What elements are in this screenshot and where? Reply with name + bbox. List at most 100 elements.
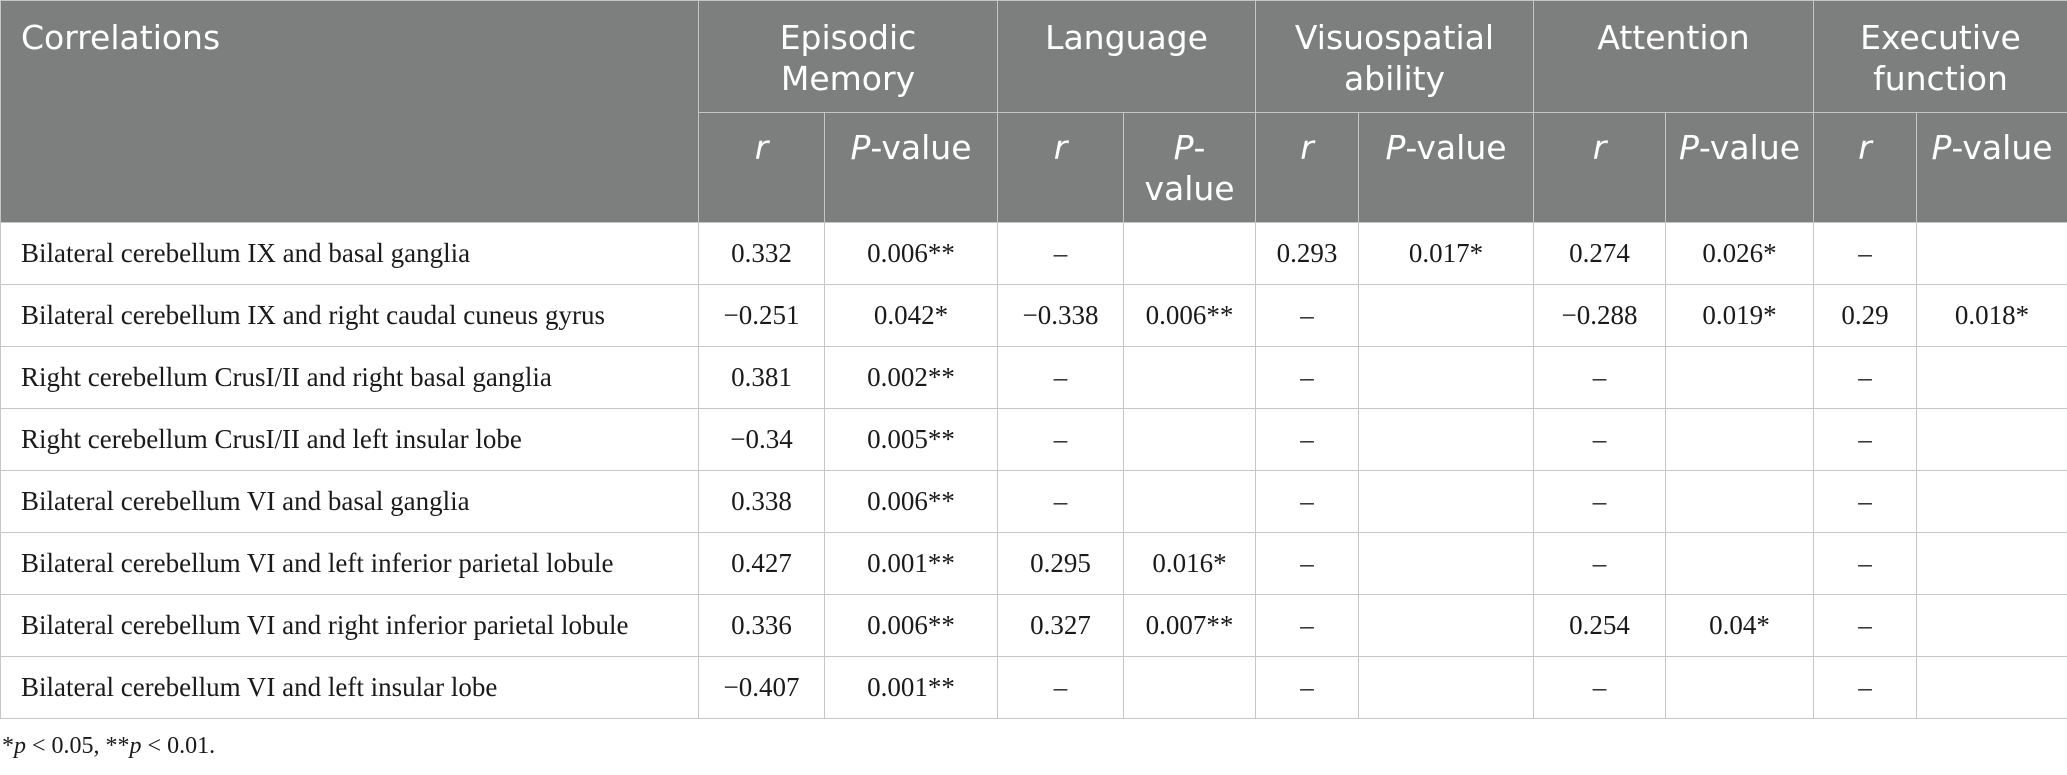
cell — [1122, 470, 1257, 533]
cell: – — [1813, 470, 1918, 533]
cell: – — [1255, 656, 1360, 719]
cell: 0.002** — [824, 346, 998, 409]
cell: – — [1813, 408, 1918, 471]
cell — [1122, 408, 1257, 471]
subheader-r: r — [997, 112, 1124, 223]
cell: 0.293 — [1255, 222, 1360, 285]
cell: −0.288 — [1533, 284, 1667, 347]
row-label: Bilateral cerebellum VI and right inferi… — [0, 594, 699, 657]
row-label: Bilateral cerebellum VI and left insular… — [0, 656, 699, 719]
header-group-attention: Attention — [1533, 0, 1815, 113]
row-label: Right cerebellum CrusI/II and right basa… — [0, 346, 699, 409]
cell: – — [1533, 532, 1667, 595]
cell: 0.332 — [698, 222, 825, 285]
cell: −0.251 — [698, 284, 825, 347]
cell: – — [1813, 346, 1918, 409]
table-footnote: *p < 0.05, **p < 0.01. — [2, 733, 216, 759]
cell: – — [1255, 594, 1360, 657]
header-group-visuospatial-ability: Visuospatial ability — [1255, 0, 1535, 113]
cell: – — [1255, 470, 1360, 533]
cell: −0.34 — [698, 408, 825, 471]
table-row: Bilateral cerebellum IX and basal gangli… — [0, 222, 2067, 285]
cell: 0.254 — [1533, 594, 1667, 657]
cell: 0.274 — [1533, 222, 1667, 285]
subheader-p-value: P-value — [1358, 112, 1535, 223]
cell — [1122, 656, 1257, 719]
header-correlations: Correlations — [0, 0, 699, 223]
cell: 0.001** — [824, 532, 998, 595]
cell — [1358, 408, 1535, 471]
subheader-r: r — [1255, 112, 1360, 223]
cell — [1358, 532, 1535, 595]
cell: – — [1533, 346, 1667, 409]
subheader-r: r — [1533, 112, 1667, 223]
cell: 0.295 — [997, 532, 1124, 595]
cell — [1916, 656, 2067, 719]
cell — [1122, 346, 1257, 409]
row-label: Right cerebellum CrusI/II and left insul… — [0, 408, 699, 471]
table-row: Right cerebellum CrusI/II and left insul… — [0, 408, 2067, 471]
cell: 0.336 — [698, 594, 825, 657]
cell — [1665, 346, 1815, 409]
cell: – — [997, 656, 1124, 719]
cell — [1916, 470, 2067, 533]
table-body: Bilateral cerebellum IX and basal gangli… — [0, 222, 2067, 719]
cell — [1358, 656, 1535, 719]
subheader-r: r — [698, 112, 825, 223]
cell — [1358, 470, 1535, 533]
table-row: Bilateral cerebellum IX and right caudal… — [0, 284, 2067, 347]
row-label: Bilateral cerebellum IX and right caudal… — [0, 284, 699, 347]
table-row: Bilateral cerebellum VI and basal gangli… — [0, 470, 2067, 533]
cell: 0.017* — [1358, 222, 1535, 285]
cell: 0.327 — [997, 594, 1124, 657]
cell: 0.001** — [824, 656, 998, 719]
cell — [1916, 346, 2067, 409]
subheader-p-value: P-value — [1665, 112, 1815, 223]
row-label: Bilateral cerebellum IX and basal gangli… — [0, 222, 699, 285]
cell: 0.338 — [698, 470, 825, 533]
subheader-p-value: P-value — [1122, 112, 1257, 223]
header-group-executive-function: Executive function — [1813, 0, 2067, 113]
cell: – — [1813, 532, 1918, 595]
cell — [1916, 222, 2067, 285]
cell: – — [997, 346, 1124, 409]
cell: – — [997, 408, 1124, 471]
cell: 0.006** — [824, 594, 998, 657]
cell: – — [1813, 594, 1918, 657]
cell: 0.04* — [1665, 594, 1815, 657]
cell — [1665, 656, 1815, 719]
cell: – — [1255, 284, 1360, 347]
cell: 0.381 — [698, 346, 825, 409]
cell: – — [1255, 408, 1360, 471]
cell — [1122, 222, 1257, 285]
cell: 0.005** — [824, 408, 998, 471]
cell: – — [1255, 346, 1360, 409]
cell: – — [1533, 470, 1667, 533]
cell: 0.006** — [824, 470, 998, 533]
subheader-r: r — [1813, 112, 1918, 223]
cell: – — [1533, 656, 1667, 719]
correlations-table: Correlations Episodic Memory Language Vi… — [0, 0, 2067, 719]
cell — [1916, 532, 2067, 595]
cell: 0.007** — [1122, 594, 1257, 657]
cell — [1916, 594, 2067, 657]
table-row: Bilateral cerebellum VI and left inferio… — [0, 532, 2067, 595]
table-row: Bilateral cerebellum VI and left insular… — [0, 656, 2067, 719]
cell — [1358, 284, 1535, 347]
cell: 0.018* — [1916, 284, 2067, 347]
cell: 0.042* — [824, 284, 998, 347]
cell — [1665, 408, 1815, 471]
cell — [1358, 594, 1535, 657]
cell: 0.29 — [1813, 284, 1918, 347]
cell: – — [997, 470, 1124, 533]
cell: 0.016* — [1122, 532, 1257, 595]
cell — [1358, 346, 1535, 409]
cell: 0.427 — [698, 532, 825, 595]
row-label: Bilateral cerebellum VI and left inferio… — [0, 532, 699, 595]
cell: −0.407 — [698, 656, 825, 719]
cell: 0.006** — [1122, 284, 1257, 347]
cell: – — [1255, 532, 1360, 595]
table-row: Right cerebellum CrusI/II and right basa… — [0, 346, 2067, 409]
cell: 0.026* — [1665, 222, 1815, 285]
